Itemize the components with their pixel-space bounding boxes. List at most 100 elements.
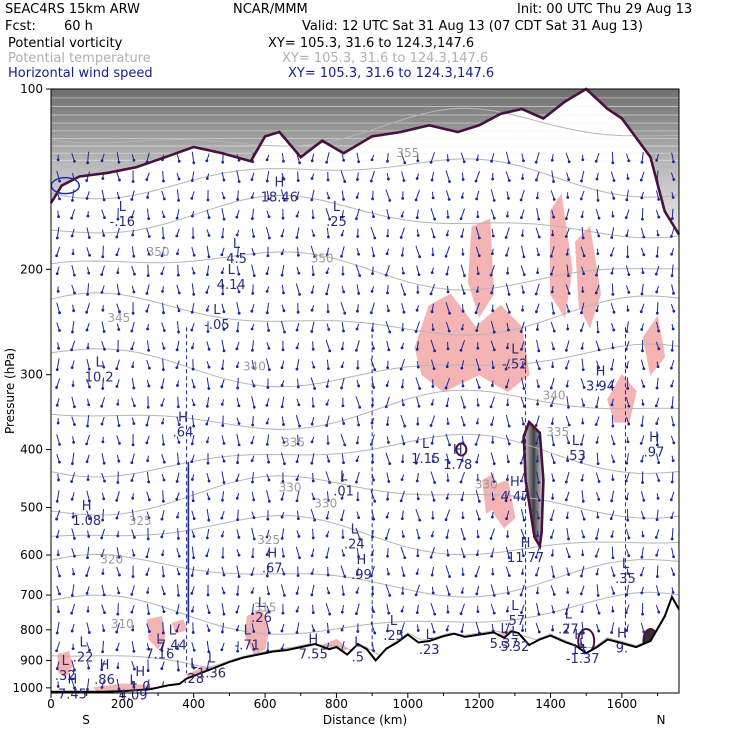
extrema-value: 18.46 bbox=[261, 190, 298, 205]
wind-vector-head bbox=[388, 198, 392, 202]
wind-vector-head bbox=[177, 423, 181, 426]
wind-vector-head bbox=[642, 498, 646, 502]
wind-vector-head bbox=[534, 178, 538, 182]
plot-background bbox=[51, 89, 679, 693]
wind-vector-head bbox=[566, 327, 570, 331]
y-axis-label: Pressure (hPa) bbox=[3, 348, 17, 434]
wind-vector bbox=[71, 340, 76, 350]
wind-vector-head bbox=[416, 159, 420, 163]
wind-vector bbox=[385, 584, 391, 596]
wind-vector-head bbox=[567, 178, 571, 181]
wind-vector bbox=[580, 378, 585, 388]
wind-vector bbox=[565, 471, 570, 483]
wind-vector bbox=[671, 264, 674, 276]
wind-vector-head bbox=[386, 234, 390, 238]
wind-vector bbox=[71, 416, 75, 425]
wind-vector-head bbox=[400, 517, 404, 521]
wind-vector-head bbox=[611, 214, 615, 218]
extrema-kind: L bbox=[622, 557, 630, 572]
wind-vector bbox=[475, 490, 480, 502]
wind-vector-head bbox=[56, 289, 60, 293]
wind-vector-head bbox=[295, 609, 299, 613]
wind-vector bbox=[146, 228, 150, 237]
wind-vector bbox=[610, 566, 615, 576]
wind-vector bbox=[206, 640, 210, 652]
wind-vector bbox=[580, 170, 585, 182]
wind-vector-head bbox=[72, 440, 76, 444]
wind-vector-head bbox=[386, 629, 389, 633]
extrema-value: 1.08 bbox=[72, 514, 101, 529]
wind-vector-head bbox=[597, 629, 601, 633]
wind-vector bbox=[280, 189, 285, 201]
x-tick-label: 800 bbox=[325, 697, 348, 711]
wind-vector-head bbox=[58, 197, 61, 201]
wind-vector-head bbox=[176, 405, 180, 409]
wind-vector-head bbox=[58, 460, 61, 464]
wind-vector-head bbox=[55, 368, 59, 372]
wind-vector-head bbox=[641, 534, 645, 538]
wind-vector-head bbox=[207, 216, 211, 220]
wind-vector-head bbox=[265, 442, 269, 446]
extrema-kind: H bbox=[267, 547, 277, 562]
wind-vector-head bbox=[672, 160, 675, 164]
wind-vector-head bbox=[401, 535, 405, 538]
wind-vector-head bbox=[357, 160, 361, 164]
wind-vector-head bbox=[490, 384, 494, 387]
wind-vector-head bbox=[340, 628, 344, 632]
wind-vector-head bbox=[175, 216, 179, 220]
wind-vector-head bbox=[177, 159, 181, 163]
wind-vector bbox=[355, 208, 360, 219]
wind-vector bbox=[162, 226, 164, 239]
wind-vector-head bbox=[625, 593, 629, 597]
extrema-kind: H bbox=[574, 628, 584, 643]
extrema-kind: L bbox=[340, 470, 348, 485]
wind-vector bbox=[671, 284, 675, 294]
wind-vector-head bbox=[535, 573, 538, 577]
wind-vector-head bbox=[236, 386, 240, 390]
wind-vector-head bbox=[445, 233, 449, 237]
wind-vector bbox=[475, 170, 480, 182]
wind-vector-head bbox=[118, 573, 121, 577]
theta-label: 335 bbox=[282, 435, 305, 449]
wind-vector bbox=[146, 208, 150, 219]
wind-vector-head bbox=[492, 462, 496, 466]
wind-vector-head bbox=[564, 498, 568, 502]
wind-vector bbox=[520, 397, 525, 407]
wind-vector-head bbox=[610, 403, 614, 407]
wind-vector bbox=[161, 585, 165, 594]
wind-vector-head bbox=[146, 195, 149, 199]
wind-vector bbox=[341, 585, 344, 595]
wind-vector-head bbox=[267, 631, 271, 635]
wind-vector-head bbox=[175, 611, 179, 615]
wind-vector-head bbox=[177, 593, 180, 597]
wind-vector-head bbox=[162, 460, 166, 464]
wind-vector-head bbox=[70, 348, 74, 352]
wind-vector-head bbox=[147, 348, 151, 352]
wind-vector-head bbox=[176, 515, 179, 519]
wind-vector bbox=[266, 565, 270, 577]
extrema-kind: H bbox=[510, 475, 520, 490]
wind-vector-head bbox=[579, 460, 583, 464]
wind-vector-head bbox=[206, 593, 210, 597]
wind-vector-head bbox=[611, 609, 615, 613]
wind-vector-head bbox=[117, 328, 121, 331]
wind-vector-head bbox=[461, 252, 465, 256]
wind-vector-head bbox=[102, 330, 106, 333]
wind-vector-head bbox=[341, 536, 345, 539]
wind-vector-head bbox=[474, 574, 478, 578]
wind-vector-head bbox=[581, 236, 585, 240]
wind-vector-head bbox=[73, 686, 76, 690]
wind-vector bbox=[445, 377, 451, 389]
wind-vector bbox=[191, 566, 195, 576]
wind-vector bbox=[490, 208, 495, 219]
wind-vector-head bbox=[71, 515, 75, 519]
wind-vector-head bbox=[176, 647, 179, 651]
wind-vector-head bbox=[639, 178, 643, 182]
wind-vector-head bbox=[296, 442, 300, 446]
wind-vector-head bbox=[251, 480, 254, 484]
wind-vector-head bbox=[207, 650, 211, 654]
wind-vector-head bbox=[626, 387, 630, 390]
wind-vector-head bbox=[492, 611, 496, 615]
wind-vector-head bbox=[115, 367, 119, 371]
pv-shaded-region bbox=[467, 218, 495, 318]
